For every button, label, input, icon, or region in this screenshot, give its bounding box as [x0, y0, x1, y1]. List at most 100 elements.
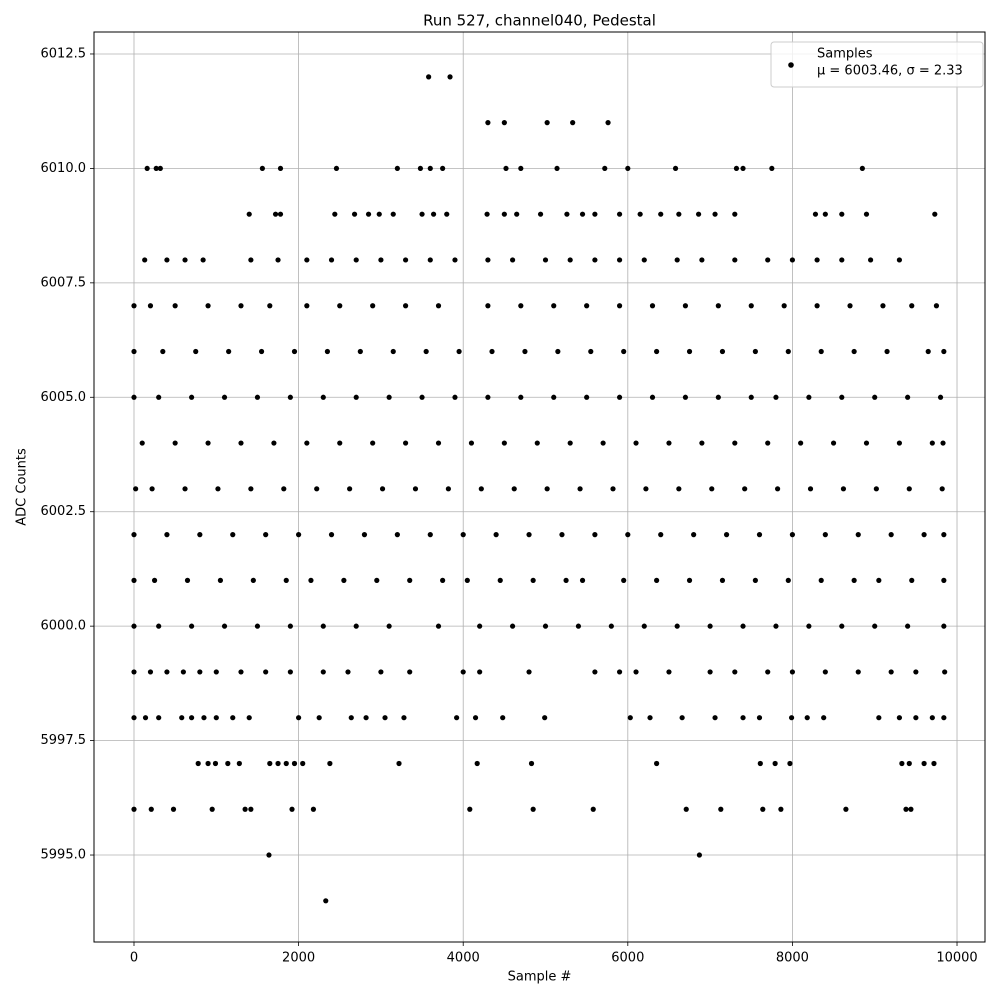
point [327, 760, 333, 767]
point [332, 211, 338, 217]
point [133, 486, 139, 492]
point [592, 669, 598, 675]
point [633, 440, 639, 446]
point [518, 303, 524, 309]
point [142, 715, 149, 721]
point [757, 760, 763, 767]
point [370, 440, 376, 446]
point [291, 760, 298, 767]
point [592, 532, 598, 538]
point [774, 486, 781, 492]
point [851, 348, 857, 355]
point [929, 440, 935, 446]
point [201, 715, 207, 721]
point [382, 715, 388, 721]
point [616, 394, 623, 400]
point [526, 669, 532, 675]
point [600, 440, 606, 446]
point [812, 211, 819, 217]
point [407, 577, 413, 583]
point [205, 760, 211, 767]
point [427, 165, 433, 172]
point [478, 486, 484, 492]
point [567, 440, 573, 446]
point [602, 165, 608, 172]
point [217, 577, 224, 583]
point [254, 623, 261, 629]
point [555, 348, 561, 355]
point [773, 394, 779, 400]
point [674, 257, 680, 263]
point [518, 165, 524, 172]
point [855, 669, 861, 675]
point [522, 348, 528, 355]
point [435, 303, 442, 309]
point [785, 348, 791, 355]
point [514, 211, 520, 217]
point [419, 394, 425, 400]
point [151, 577, 158, 583]
point [296, 532, 302, 538]
point [686, 348, 693, 355]
point [164, 669, 170, 675]
point [272, 211, 279, 217]
point [182, 486, 188, 492]
point [172, 303, 178, 309]
point [427, 532, 433, 538]
point [230, 532, 236, 538]
point [658, 532, 664, 538]
point [509, 257, 516, 263]
point [396, 760, 402, 767]
point [419, 211, 425, 217]
point [440, 577, 446, 583]
point [679, 715, 685, 721]
point [839, 623, 845, 629]
point [351, 211, 358, 217]
point [209, 806, 215, 812]
point [456, 348, 462, 355]
point [472, 715, 479, 721]
point [590, 806, 596, 812]
point [337, 440, 343, 446]
point [258, 348, 265, 355]
point [933, 303, 940, 309]
point [242, 806, 248, 812]
point [921, 760, 927, 767]
point [353, 257, 359, 263]
point [719, 577, 726, 583]
point [374, 577, 380, 583]
point [489, 348, 495, 355]
point [696, 852, 703, 858]
x-tick-label: 10000 [936, 951, 977, 966]
point [296, 715, 302, 721]
point [435, 440, 442, 446]
point [353, 394, 359, 400]
point [719, 348, 726, 355]
point [839, 257, 845, 263]
point [682, 394, 689, 400]
point [863, 211, 870, 217]
point [379, 486, 386, 492]
point [765, 257, 771, 263]
point [733, 165, 740, 172]
point [804, 715, 810, 721]
point [818, 348, 824, 355]
point [484, 211, 490, 217]
point [769, 165, 775, 172]
point [144, 165, 150, 172]
point [575, 623, 582, 629]
point [672, 165, 679, 172]
point [246, 211, 252, 217]
point [291, 348, 298, 355]
point [822, 211, 828, 217]
point [542, 623, 549, 629]
point [320, 623, 326, 629]
point [621, 348, 627, 355]
point [189, 394, 195, 400]
point [197, 532, 203, 538]
point [394, 532, 400, 538]
point [683, 806, 689, 812]
point [821, 715, 827, 721]
point [654, 577, 660, 583]
point [526, 532, 532, 538]
